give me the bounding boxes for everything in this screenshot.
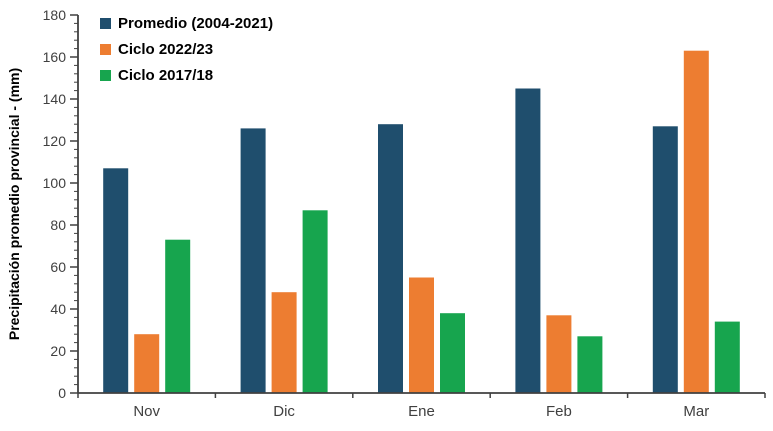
bar-ciclo-2022-23-feb [546,315,572,393]
y-tick-label: 40 [50,301,66,317]
y-tick-label: 80 [50,217,66,233]
legend-swatch-ciclo-2022-23-icon [100,44,111,55]
chart-legend: Promedio (2004-2021) Ciclo 2022/23 Ciclo… [100,15,273,84]
y-tick-label: 20 [50,343,66,359]
y-tick-label: 60 [50,259,66,275]
bar-ciclo-2017-18-mar [714,321,740,393]
bar-ciclo-2017-18-ene [440,313,465,393]
legend-item-ciclo-2022-23: Ciclo 2022/23 [100,41,273,58]
x-category-label-ene: Ene [408,403,435,420]
y-tick-label: 180 [43,7,67,23]
y-tick-label: 160 [43,49,67,65]
legend-label-promedio: Promedio (2004-2021) [118,15,274,32]
bar-ciclo-2022-23-nov [134,334,160,393]
bar-promedio-2004-2021-mar [652,126,678,394]
bar-promedio-2004-2021-dic [240,128,266,393]
bar-ciclo-2022-23-ene [409,277,434,393]
x-category-label-nov: Nov [133,403,160,420]
bar-ciclo-2017-18-nov [165,239,191,393]
y-tick-label: 100 [43,175,67,191]
x-category-label-dic: Dic [273,403,295,420]
y-tick-label: 120 [43,133,67,149]
bar-promedio-2004-2021-ene [378,124,403,393]
legend-label-ciclo-2017-18: Ciclo 2017/18 [118,67,214,84]
legend-item-ciclo-2017-18: Ciclo 2017/18 [100,67,273,84]
legend-swatch-promedio-icon [100,18,111,29]
x-category-label-mar: Mar [683,403,709,420]
x-category-label-feb: Feb [546,403,572,420]
y-axis-title: Precipitación promedio provincial - (mm) [6,67,22,341]
bar-ciclo-2017-18-feb [577,336,603,393]
y-tick-label: 0 [58,385,66,401]
legend-swatch-ciclo-2017-18-icon [100,70,111,81]
legend-label-ciclo-2022-23: Ciclo 2022/23 [118,41,214,58]
bar-promedio-2004-2021-nov [103,168,129,393]
y-tick-label: 140 [43,91,67,107]
legend-item-promedio: Promedio (2004-2021) [100,15,273,32]
bar-promedio-2004-2021-feb [515,88,541,393]
bar-ciclo-2022-23-mar [683,50,709,393]
bar-ciclo-2017-18-dic [302,210,328,393]
bar-ciclo-2022-23-dic [271,292,297,393]
